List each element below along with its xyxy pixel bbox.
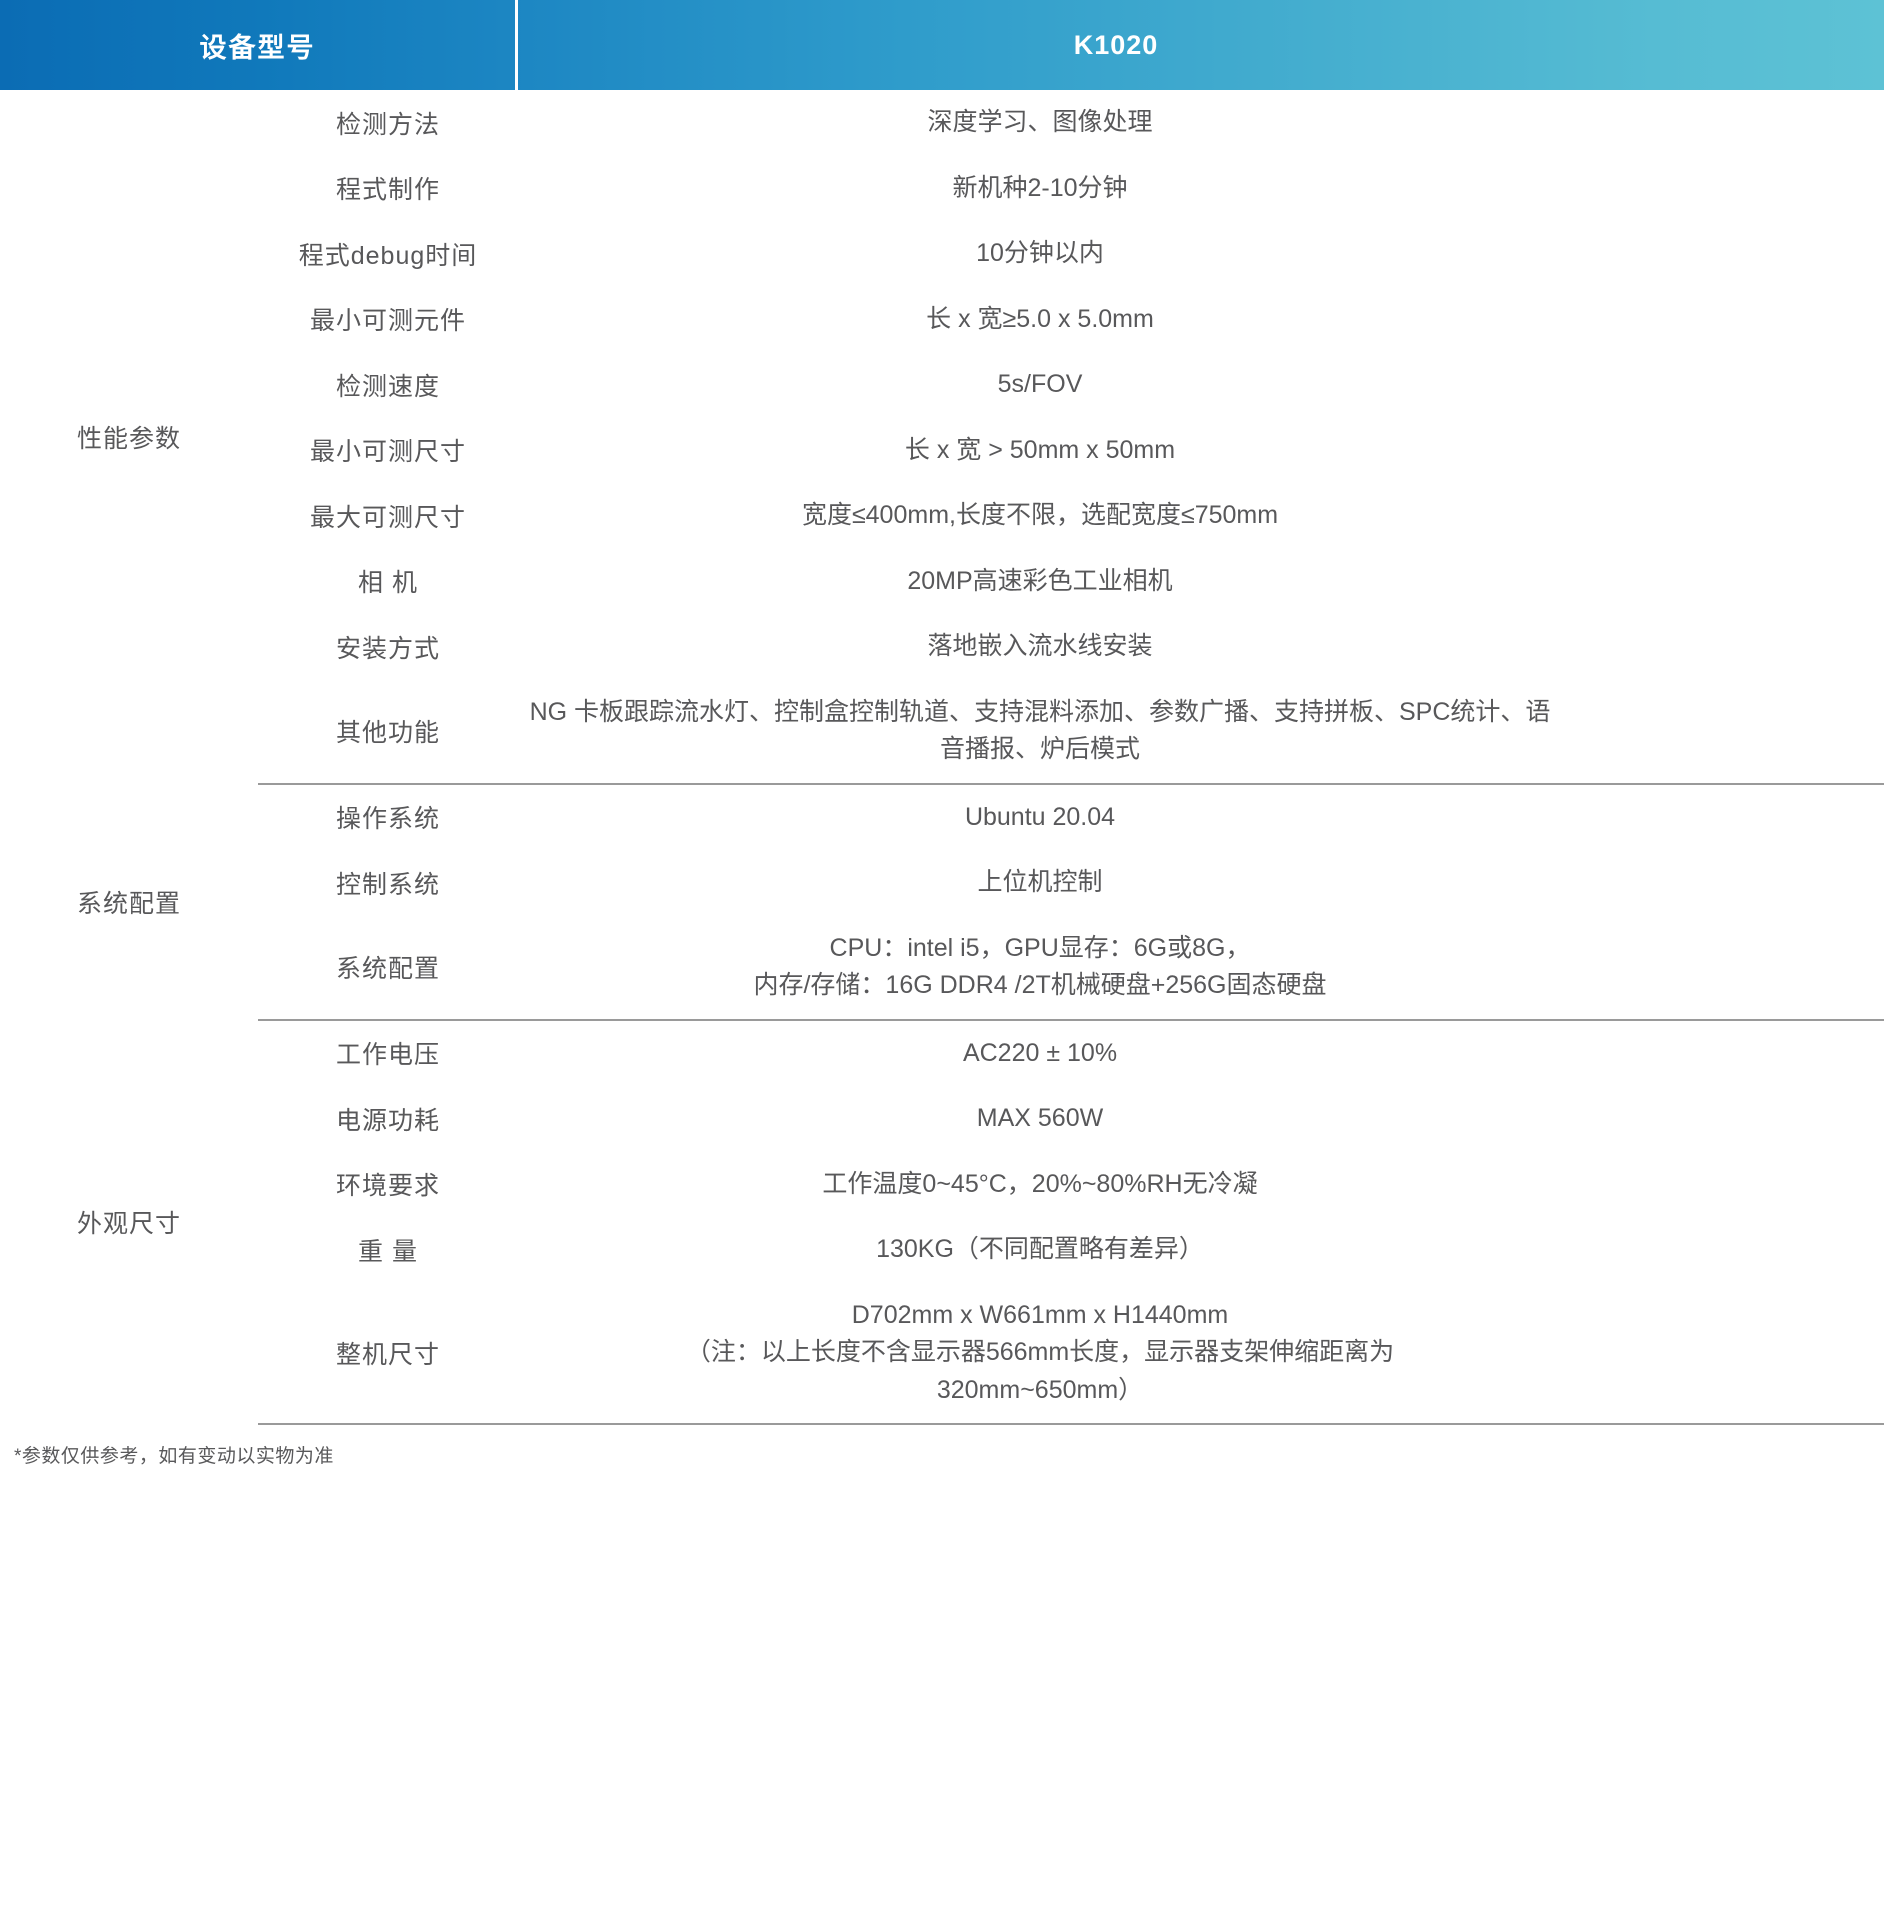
table-row: 最小可测尺寸 长 x 宽 > 50mm x 50mm bbox=[0, 418, 1884, 484]
param-name: 重 量 bbox=[358, 1237, 418, 1266]
param-value: 落地嵌入流水线安装 bbox=[518, 614, 1884, 680]
table-row: 安装方式 落地嵌入流水线安装 bbox=[0, 614, 1884, 680]
param-name: 最小可测尺寸 bbox=[309, 438, 466, 467]
param-value-text: 新机种2-10分钟 bbox=[952, 173, 1128, 202]
param-value-text: Ubuntu 20.04 bbox=[964, 802, 1116, 831]
param-value-text: 落地嵌入流水线安装 bbox=[927, 632, 1153, 660]
table-row: 整机尺寸 D702mm x W661mm x H1440mm （注：以上长度不含显示… bbox=[0, 1282, 1884, 1425]
param-name: 最小可测元件 bbox=[309, 307, 466, 336]
table-row: 最小可测元件 长 x 宽≥5.0 x 5.0mm bbox=[0, 287, 1884, 353]
table-row: 环境要求 工作温度0~45°C，20%~80%RH无冷凝 bbox=[0, 1152, 1884, 1218]
param-value: 5s/FOV bbox=[518, 352, 1884, 418]
param-value-text: 5s/FOV bbox=[997, 370, 1083, 398]
table-row: 重 量 130KG（不同配置略有差异） bbox=[0, 1217, 1884, 1283]
param-value-text: 130KG（不同配置略有差异） bbox=[876, 1235, 1204, 1263]
spec-table: 性能参数 检测方法 深度学习、图像处理程式制作 新机种2-10分钟程式debug时间 1… bbox=[0, 90, 1884, 1425]
param-name: 控制系统 bbox=[335, 870, 440, 899]
param-value-text: 长 x 宽≥5.0 x 5.0mm bbox=[926, 304, 1154, 333]
table-row: 检测速度 5s/FOV bbox=[0, 352, 1884, 418]
param-value: 工作温度0~45°C，20%~80%RH无冷凝 bbox=[518, 1152, 1884, 1218]
table-row: 最大可测尺寸 宽度≤400mm,长度不限，选配宽度≤750mm bbox=[0, 483, 1884, 549]
param-value-text: CPU：intel i5，GPU显存：6G或8G， 内存/存储：16G DDR4 … bbox=[753, 933, 1327, 1000]
param-value-text: MAX 560W bbox=[976, 1104, 1104, 1132]
param-value-text: 宽度≤400mm,长度不限，选配宽度≤750mm bbox=[801, 501, 1279, 529]
param-name: 程式制作 bbox=[335, 176, 440, 205]
spec-table-header: 设备型号 K1020 bbox=[0, 0, 1884, 90]
param-value: 130KG（不同配置略有差异） bbox=[518, 1217, 1884, 1283]
param-value: 宽度≤400mm,长度不限，选配宽度≤750mm bbox=[518, 483, 1884, 549]
param-name: 工作电压 bbox=[335, 1041, 440, 1070]
header-model-label: 设备型号 bbox=[0, 0, 518, 90]
param-value-text: NG 卡板跟踪流水灯、控制盒控制轨道、支持混料添加、参数广播、支持拼板、SPC统… bbox=[529, 697, 1551, 764]
param-value: AC220 ± 10% bbox=[518, 1020, 1884, 1087]
table-row: 电源功耗 MAX 560W bbox=[0, 1086, 1884, 1152]
param-name: 其他功能 bbox=[258, 679, 518, 785]
param-name: 检测速度 bbox=[335, 372, 440, 401]
param-name: 安装方式 bbox=[335, 634, 440, 663]
param-value: 10分钟以内 bbox=[518, 221, 1884, 287]
param-value-text: 10分钟以内 bbox=[976, 239, 1104, 267]
param-value-text: D702mm x W661mm x H1440mm （注：以上长度不含显示器566… bbox=[685, 1300, 1395, 1404]
param-name: 检测方法 bbox=[335, 110, 440, 139]
param-value: 新机种2-10分钟 bbox=[518, 156, 1884, 222]
param-value: D702mm x W661mm x H1440mm （注：以上长度不含显示器566… bbox=[518, 1282, 1884, 1425]
table-row: 外观尺寸 工作电压 AC220 ± 10% bbox=[0, 1020, 1884, 1238]
group-label-1: 性能参数 bbox=[76, 424, 181, 453]
param-name: 操作系统 bbox=[335, 805, 440, 834]
param-name: 程式debug时间 bbox=[298, 241, 478, 270]
spec-footnote: *参数仅供参考，如有变动以实物为准 bbox=[14, 1446, 334, 1467]
param-value: NG 卡板跟踪流水灯、控制盒控制轨道、支持混料添加、参数广播、支持拼板、SPC统… bbox=[518, 679, 1884, 785]
param-name: 环境要求 bbox=[335, 1172, 440, 1201]
param-name: 整机尺寸 bbox=[258, 1282, 518, 1425]
param-value: 长 x 宽≥5.0 x 5.0mm bbox=[518, 287, 1884, 353]
param-value-text: 深度学习、图像处理 bbox=[927, 108, 1153, 136]
param-value: Ubuntu 20.04 bbox=[518, 784, 1884, 851]
param-name: 电源功耗 bbox=[335, 1106, 440, 1135]
param-name: 系统配置 bbox=[258, 915, 518, 1021]
group-label-2: 系统配置 bbox=[76, 889, 181, 918]
table-row: 相 机 20MP高速彩色工业相机 bbox=[0, 549, 1884, 615]
header-model-value: K1020 bbox=[1073, 29, 1159, 60]
param-value-text: 20MP高速彩色工业相机 bbox=[907, 566, 1173, 595]
param-value-text: AC220 ± 10% bbox=[962, 1038, 1118, 1067]
table-row: 控制系统 上位机控制 bbox=[0, 850, 1884, 916]
param-value: 深度学习、图像处理 bbox=[518, 90, 1884, 156]
param-value: 20MP高速彩色工业相机 bbox=[518, 549, 1884, 615]
param-name: 相 机 bbox=[358, 569, 418, 598]
param-value: MAX 560W bbox=[518, 1086, 1884, 1152]
table-row: 系统配置 CPU：intel i5，GPU显存：6G或8G， 内存/存储：16G D… bbox=[0, 915, 1884, 1021]
param-value: 上位机控制 bbox=[518, 850, 1884, 916]
param-value: 长 x 宽 > 50mm x 50mm bbox=[518, 418, 1884, 484]
table-row: 系统配置 操作系统 Ubuntu 20.04 bbox=[0, 784, 1884, 918]
table-row: 程式制作 新机种2-10分钟 bbox=[0, 156, 1884, 222]
table-row: 性能参数 检测方法 深度学习、图像处理 bbox=[0, 90, 1884, 453]
table-row: 其他功能 NG 卡板跟踪流水灯、控制盒控制轨道、支持混料添加、参数广播、支持拼板、… bbox=[0, 679, 1884, 785]
param-value-text: 工作温度0~45°C，20%~80%RH无冷凝 bbox=[822, 1169, 1258, 1198]
param-value-text: 长 x 宽 > 50mm x 50mm bbox=[904, 435, 1176, 464]
table-row: 程式debug时间 10分钟以内 bbox=[0, 221, 1884, 287]
param-value-text: 上位机控制 bbox=[977, 868, 1103, 896]
group-label-3: 外观尺寸 bbox=[76, 1209, 181, 1238]
param-value: CPU：intel i5，GPU显存：6G或8G， 内存/存储：16G DDR4 … bbox=[518, 915, 1884, 1021]
param-name: 最大可测尺寸 bbox=[309, 503, 466, 532]
